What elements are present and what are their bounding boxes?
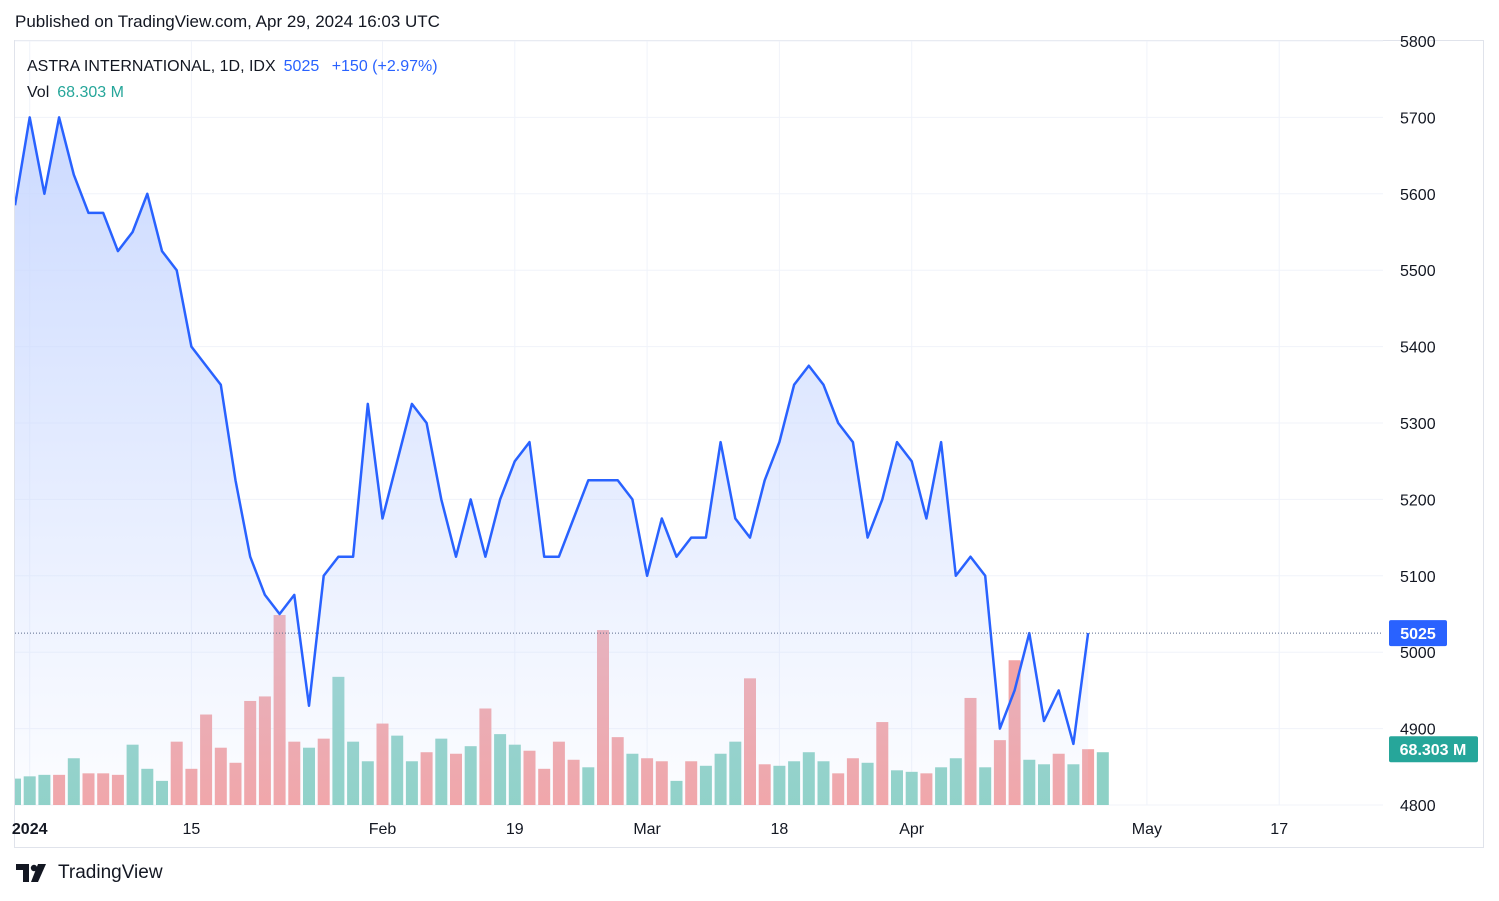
symbol-label: ASTRA INTERNATIONAL, 1D, IDX	[27, 58, 276, 75]
y-tick-label: 5300	[1400, 416, 1436, 433]
last-value-badges: 5025 68.303 M	[1389, 620, 1478, 763]
x-tick-label: Mar	[633, 821, 661, 838]
last-price-badge-text: 5025	[1400, 626, 1436, 643]
x-tick-label: 2024	[12, 821, 48, 838]
chart-legend: ASTRA INTERNATIONAL, 1D, IDX 5025 +150 (+…	[27, 54, 438, 106]
volume-bar	[1096, 752, 1109, 805]
y-tick-label: 5100	[1400, 569, 1436, 586]
time-axis[interactable]: 2024 15 Feb 19 Mar 18 Apr May 17	[12, 821, 1288, 838]
brand-name: TradingView	[58, 862, 163, 883]
price-area	[15, 116, 1383, 805]
y-tick-label: 5700	[1400, 110, 1436, 127]
y-tick-label: 4800	[1400, 798, 1436, 815]
x-tick-label: Feb	[369, 821, 397, 838]
price-change: +150 (+2.97%)	[331, 58, 438, 75]
price-axis[interactable]: 4800 4900 5000 5100 5200 5300 5400 5500 5600 5700…	[1400, 34, 1436, 815]
volume-row: Vol 68.303 M	[27, 80, 438, 106]
last-price: 5025	[283, 58, 320, 75]
symbol-row: ASTRA INTERNATIONAL, 1D, IDX 5025 +150 (+…	[27, 54, 438, 80]
volume-label: Vol	[27, 84, 50, 101]
y-tick-label: 5800	[1400, 34, 1436, 51]
y-tick-label: 5400	[1400, 340, 1436, 357]
price-line	[15, 116, 1090, 746]
x-tick-label: 18	[771, 821, 789, 838]
last-volume-badge	[1389, 736, 1478, 763]
y-tick-label: 5200	[1400, 492, 1436, 509]
x-tick-label: May	[1132, 821, 1162, 838]
price-area-fill	[15, 117, 1089, 805]
x-tick-label: 15	[183, 821, 201, 838]
volume-value: 68.303 M	[57, 84, 124, 101]
y-tick-label: 4900	[1400, 722, 1436, 739]
x-tick-label: 19	[506, 821, 524, 838]
y-tick-label: 5500	[1400, 263, 1436, 280]
x-tick-label: Apr	[899, 821, 925, 838]
published-caption: Published on TradingView.com, Apr 29, 20…	[15, 12, 440, 31]
x-tick-label: 17	[1270, 821, 1288, 838]
y-tick-label: 5600	[1400, 187, 1436, 204]
tradingview-logo-icon	[16, 864, 46, 882]
y-tick-label: 5000	[1400, 645, 1436, 662]
last-price-badge	[1389, 620, 1447, 647]
footer-brand[interactable]: TradingView	[16, 862, 163, 884]
last-volume-badge-text: 68.303 M	[1400, 742, 1467, 759]
